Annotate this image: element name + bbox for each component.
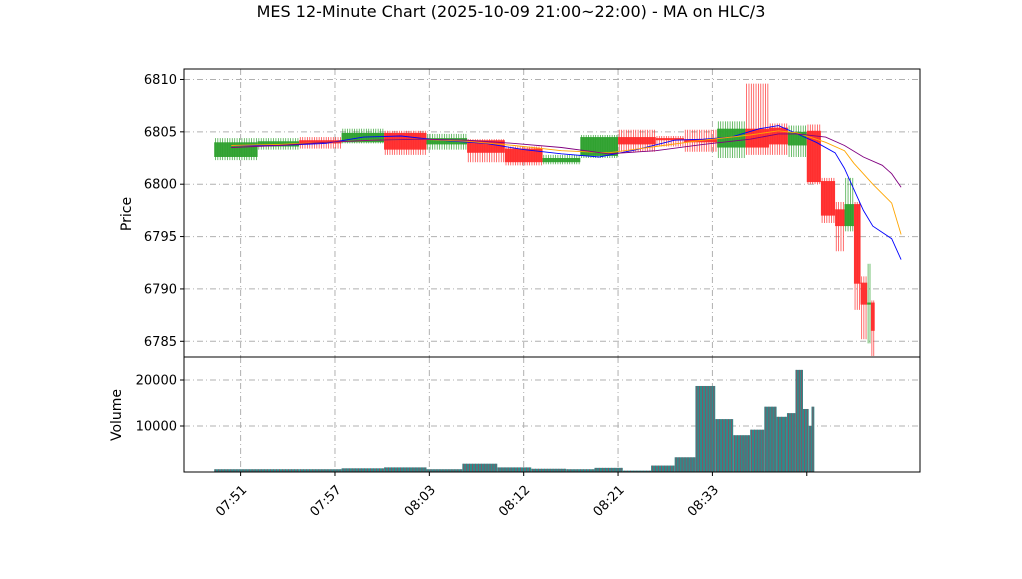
- moving-average-lines: [231, 125, 902, 260]
- candle-up: [214, 138, 258, 161]
- candle-body: [844, 204, 854, 227]
- price-tick-label: 6800: [144, 178, 177, 193]
- candle-down: [835, 202, 845, 252]
- candle-down: [618, 129, 656, 152]
- volume-bar: [531, 468, 567, 472]
- ma-line-3: [231, 133, 902, 188]
- volume-bar: [733, 435, 751, 472]
- ma-line-1: [231, 125, 902, 260]
- volume-panel-frame: [183, 356, 921, 473]
- volume-bar: [764, 406, 777, 472]
- price-axis-label: Price: [119, 197, 135, 231]
- volume-bar: [651, 465, 675, 472]
- volume-bar: [674, 457, 696, 472]
- volume-bar: [594, 467, 623, 472]
- candle-body: [214, 142, 258, 157]
- candle-body: [853, 204, 861, 284]
- candle-down: [853, 202, 861, 310]
- candle-down: [384, 130, 427, 155]
- candle-body: [769, 127, 788, 145]
- candle-body: [787, 131, 807, 146]
- candle-body: [504, 148, 543, 163]
- candle-up: [867, 263, 871, 344]
- candle-body: [257, 141, 300, 147]
- volume-bar: [808, 426, 812, 472]
- candle-body: [655, 138, 685, 141]
- volume-bars: [214, 369, 815, 472]
- volume-bar-fill: [733, 435, 751, 472]
- chart-title: MES 12-Minute Chart (2025-10-09 21:00~22…: [257, 2, 766, 21]
- candle-body: [426, 138, 468, 145]
- price-y-ticks: 6785 6790 6795 6800 6805 6810: [144, 73, 184, 350]
- volume-bar: [384, 467, 427, 472]
- candle-body: [580, 137, 619, 156]
- price-tick-label: 6785: [144, 335, 177, 350]
- volume-bar: [776, 416, 787, 472]
- volume-bar-fill: [651, 465, 675, 472]
- price-tick-label: 6790: [144, 282, 177, 297]
- candle-down: [860, 276, 868, 340]
- price-tick-label: 6810: [144, 73, 177, 88]
- candle-body: [835, 209, 845, 227]
- volume-y-ticks: 10000 20000: [136, 374, 184, 435]
- candle-body: [870, 302, 875, 331]
- candle-up: [717, 121, 746, 159]
- volume-bar: [802, 408, 809, 472]
- candle-up: [787, 125, 807, 157]
- candle-body: [717, 128, 746, 148]
- volume-bar: [214, 469, 300, 472]
- candle-up: [542, 154, 581, 165]
- volume-bar-fill: [715, 419, 734, 472]
- volume-bar: [341, 468, 385, 472]
- volume-tick-label: 20000: [136, 374, 177, 389]
- volume-bar-fill: [214, 469, 300, 472]
- candle-body: [384, 132, 427, 150]
- price-tick-label: 6795: [144, 230, 177, 245]
- candle-body: [618, 137, 656, 145]
- volume-bar-fill: [426, 469, 463, 472]
- candle-body: [542, 158, 581, 163]
- candle-body: [467, 140, 505, 153]
- candle-body: [806, 130, 821, 183]
- candle-down: [870, 300, 875, 356]
- price-grid: [184, 69, 920, 357]
- volume-bar: [786, 413, 796, 472]
- candle-down: [820, 177, 836, 223]
- volume-axis-label: Volume: [109, 389, 125, 441]
- volume-bar: [462, 463, 498, 472]
- candle-down: [745, 83, 770, 155]
- volume-bar: [695, 385, 716, 472]
- candle-body: [860, 282, 868, 305]
- volume-bar-fill: [764, 406, 777, 472]
- volume-bar-fill: [462, 463, 498, 472]
- volume-bar-fill: [384, 467, 427, 472]
- volume-bar: [497, 467, 532, 472]
- candle-body: [867, 302, 871, 305]
- candle-body: [299, 140, 342, 144]
- volume-bar: [795, 369, 803, 472]
- volume-bar-fill: [802, 408, 809, 472]
- volume-bar-fill: [299, 469, 342, 472]
- candle-body: [820, 181, 836, 216]
- volume-bar-fill: [341, 468, 385, 472]
- candle-down: [806, 124, 821, 185]
- volume-bar: [811, 406, 815, 472]
- volume-bar: [750, 429, 765, 472]
- price-tick-label: 6805: [144, 125, 177, 140]
- volume-bar: [715, 419, 734, 472]
- volume-bar-fill: [531, 468, 567, 472]
- volume-tick-label: 10000: [136, 420, 177, 435]
